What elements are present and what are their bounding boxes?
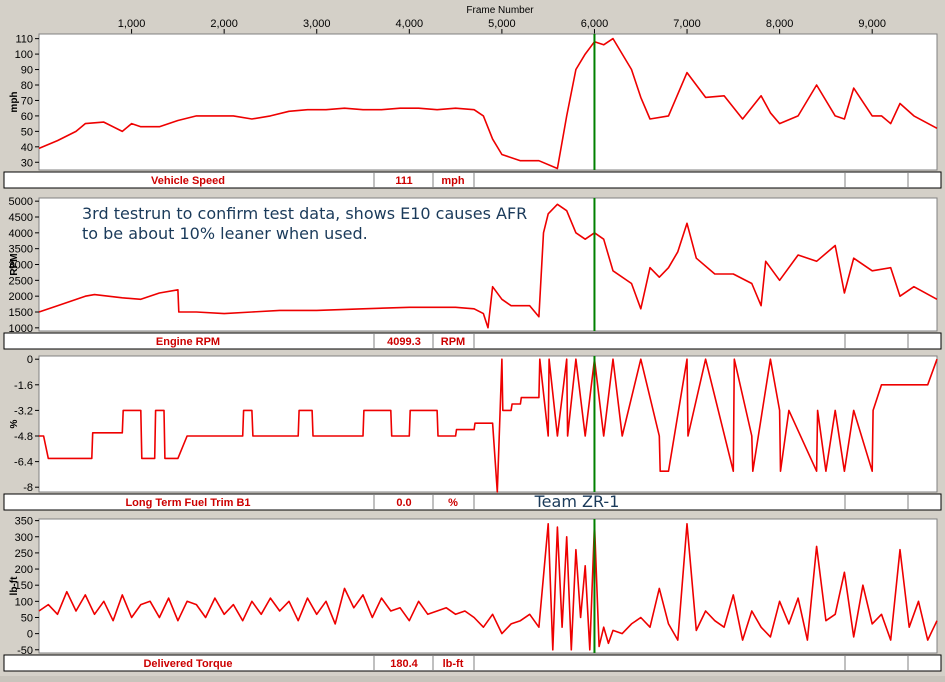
channel-bar: Long Term Fuel Trim B1 0.0% <box>3 493 942 511</box>
y-tick-label: 2000 <box>9 291 33 303</box>
y-tick-label: 3000 <box>9 260 33 272</box>
y-tick-label: 2500 <box>9 275 33 287</box>
y-tick-label: -6.4 <box>14 457 33 469</box>
y-tick-label: 100 <box>15 49 33 61</box>
y-tick-label: 50 <box>21 612 33 624</box>
y-tick-label: 60 <box>21 111 33 123</box>
chart-panel-4: lb-ft -50 0 50 100 150 200 250 300 350 Delivered T… <box>3 516 942 672</box>
y-tick-label: 110 <box>15 34 33 46</box>
y-tick-label: 3500 <box>9 244 33 256</box>
y-tick-label: 5000 <box>9 196 33 208</box>
y-axis-label: lb-ft <box>9 576 20 596</box>
x-tick-label: 5,000 <box>488 18 516 30</box>
x-axis-title: Frame Number <box>466 5 534 16</box>
chart-panel-1: mph 30 40 50 60 70 80 90 100 110 Vehicle Speed 111 m… <box>3 33 942 189</box>
data-line <box>38 203 938 329</box>
x-tick-label: 3,000 <box>303 18 331 30</box>
plot-area <box>38 197 938 332</box>
y-tick-label: 40 <box>21 142 33 154</box>
x-tick-label: 8,000 <box>766 18 794 30</box>
channel-value: 111 <box>395 175 412 187</box>
y-tick-label: 200 <box>15 564 33 576</box>
y-tick-label: -8 <box>23 482 33 494</box>
y-tick-label: 250 <box>15 548 33 560</box>
y-tick-label: 70 <box>21 95 33 107</box>
y-tick-label: 100 <box>15 596 33 608</box>
channel-value: 4099.3 <box>387 336 421 348</box>
x-tick-label: 1,000 <box>118 18 146 30</box>
plot-area <box>38 518 938 654</box>
channel-value: 0.0 <box>396 497 411 509</box>
y-tick-label: -4.8 <box>14 431 33 443</box>
x-tick-label: 2,000 <box>210 18 238 30</box>
y-tick-label: -3.2 <box>14 405 33 417</box>
y-tick-label: 90 <box>21 65 33 77</box>
y-tick-label: -50 <box>17 645 33 657</box>
channel-name: Vehicle Speed <box>151 175 225 187</box>
channel-value: 180.4 <box>390 658 418 670</box>
y-tick-label: 0 <box>27 354 33 366</box>
y-tick-label: 30 <box>21 157 33 169</box>
data-line <box>39 358 938 493</box>
chart-panels: mph 30 40 50 60 70 80 90 100 110 Vehicle Speed 111 m… <box>3 33 942 672</box>
channel-bar-frame <box>3 493 942 511</box>
y-tick-label: 1000 <box>9 323 33 335</box>
channel-bar-frame <box>3 332 942 350</box>
channel-bar: Engine RPM 4099.3 RPM <box>3 332 942 350</box>
channel-name: Engine RPM <box>156 336 220 348</box>
channel-bar: Delivered Torque 180.4 lb-ft <box>3 654 942 672</box>
data-line <box>38 522 938 651</box>
y-tick-label: 4000 <box>9 228 33 240</box>
y-axis-label: % <box>9 419 20 428</box>
y-axis-label: RPM <box>9 253 20 275</box>
y-tick-label: 4500 <box>9 212 33 224</box>
bottom-scrollbar[interactable] <box>0 676 945 682</box>
chart-annotation-line1: 3rd testrun to confirm test data, shows … <box>82 204 527 223</box>
y-tick-label: -1.6 <box>14 380 33 392</box>
data-line <box>38 37 938 170</box>
channel-name: Delivered Torque <box>143 658 232 670</box>
team-label: Team ZR-1 <box>534 492 620 511</box>
channel-unit: RPM <box>441 336 465 348</box>
channel-bar-frame <box>3 171 942 189</box>
x-axis: 1,000 2,000 3,000 4,000 5,000 6,000 7,000 8,000… <box>118 18 886 34</box>
channel-unit: lb-ft <box>443 658 464 670</box>
channel-bar-frame <box>3 654 942 672</box>
x-tick-label: 9,000 <box>858 18 886 30</box>
y-axis-label: mph <box>9 91 20 112</box>
y-tick-label: 300 <box>15 532 33 544</box>
x-tick-label: 4,000 <box>396 18 424 30</box>
chart-annotation-line2: to be about 10% leaner when used. <box>82 224 368 243</box>
channel-unit: mph <box>441 175 465 187</box>
y-tick-label: 150 <box>15 580 33 592</box>
y-tick-label: 0 <box>27 629 33 641</box>
y-tick-label: 80 <box>21 80 33 92</box>
x-tick-label: 7,000 <box>673 18 701 30</box>
y-tick-label: 1500 <box>9 307 33 319</box>
channel-bar: Vehicle Speed 111 mph <box>3 171 942 189</box>
plot-area <box>38 33 938 171</box>
channel-unit: % <box>448 497 458 509</box>
y-tick-label: 50 <box>21 126 33 138</box>
channel-name: Long Term Fuel Trim B1 <box>125 497 250 509</box>
y-tick-label: 350 <box>15 516 33 528</box>
x-tick-label: 6,000 <box>581 18 609 30</box>
chart-panel-2: RPM 1000 1500 2000 2500 3000 3500 4000 4500 5000 E… <box>3 196 942 350</box>
